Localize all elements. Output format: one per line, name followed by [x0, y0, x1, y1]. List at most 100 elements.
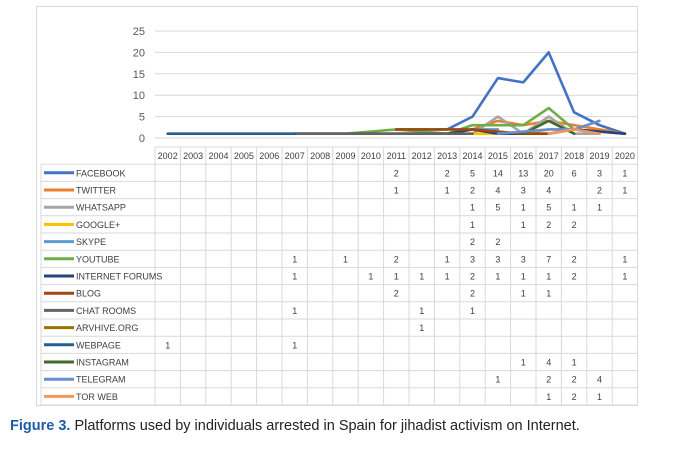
- data-label: 1: [521, 358, 526, 368]
- data-label: 1: [292, 254, 297, 264]
- legend-label: INSTAGRAM: [76, 358, 129, 368]
- data-label: 1: [521, 220, 526, 230]
- data-label: 1: [495, 272, 500, 282]
- data-label: 2: [470, 272, 475, 282]
- data-label: 2: [572, 375, 577, 385]
- x-tick-label: 2018: [564, 151, 584, 161]
- x-tick-label: 2020: [615, 151, 635, 161]
- x-tick-label: 2010: [361, 151, 381, 161]
- data-label: 1: [597, 392, 602, 402]
- data-label: 1: [597, 203, 602, 213]
- x-tick-label: 2004: [208, 151, 228, 161]
- data-label: 2: [470, 186, 475, 196]
- series-line: [394, 128, 551, 136]
- data-label: 1: [445, 254, 450, 264]
- chart-frame: 0 5 10 15 20 25 2002 2003 2004 2005 2006 2007 2008 20…: [36, 6, 638, 406]
- data-label: 1: [445, 186, 450, 196]
- data-label: 7: [546, 254, 551, 264]
- data-label: 1: [546, 392, 551, 402]
- data-label: 2: [470, 289, 475, 299]
- data-label: 5: [546, 203, 551, 213]
- legend-label: INTERNET FORUMS: [76, 272, 162, 282]
- data-label: 1: [343, 254, 348, 264]
- data-label: 4: [495, 186, 500, 196]
- data-label: 1: [470, 220, 475, 230]
- data-label: 3: [521, 186, 526, 196]
- data-label: 1: [622, 168, 627, 178]
- data-label: 1: [546, 289, 551, 299]
- data-label: 1: [292, 306, 297, 316]
- data-label: 4: [597, 375, 602, 385]
- data-label: 1: [622, 254, 627, 264]
- x-tick-label: 2017: [539, 151, 559, 161]
- series-line: [547, 128, 601, 136]
- x-tick-label: 2008: [310, 151, 330, 161]
- x-tick-label: 2009: [335, 151, 355, 161]
- data-label: 4: [546, 358, 551, 368]
- series-line: [293, 106, 627, 136]
- x-tick-label: 2003: [183, 151, 203, 161]
- data-label: 1: [572, 358, 577, 368]
- y-tick-label: 15: [133, 69, 145, 81]
- x-tick-label: 2014: [462, 151, 482, 161]
- x-tick-label: 2002: [158, 151, 178, 161]
- legend-label: FACEBOOK: [76, 168, 126, 178]
- data-label: 1: [165, 340, 170, 350]
- legend-label: GOOGLE+: [76, 220, 120, 230]
- y-tick-label: 0: [139, 133, 145, 145]
- legend-label: SKYPE: [76, 237, 106, 247]
- x-tick-label: 2012: [412, 151, 432, 161]
- data-label: 2: [572, 254, 577, 264]
- data-label: 2: [470, 237, 475, 247]
- legend-label: TELEGRAM: [76, 375, 126, 385]
- data-label: 2: [495, 237, 500, 247]
- data-label: 1: [470, 306, 475, 316]
- legend-label: BLOG: [76, 289, 101, 299]
- data-label: 1: [419, 306, 424, 316]
- data-label: 1: [445, 272, 450, 282]
- series-line: [394, 51, 627, 136]
- x-tick-label: 2015: [488, 151, 508, 161]
- legend-label: CHAT ROOMS: [76, 306, 136, 316]
- data-label: 2: [546, 220, 551, 230]
- data-label: 1: [622, 186, 627, 196]
- data-label: 2: [546, 375, 551, 385]
- figure-caption: Figure 3. Platforms used by individuals …: [10, 418, 580, 434]
- data-label: 2: [572, 272, 577, 282]
- data-label: 3: [470, 254, 475, 264]
- data-label: 2: [445, 168, 450, 178]
- data-label: 13: [518, 168, 528, 178]
- data-label: 2: [394, 289, 399, 299]
- x-tick-label: 2013: [437, 151, 457, 161]
- data-label: 1: [292, 340, 297, 350]
- data-label: 1: [394, 186, 399, 196]
- data-label: 1: [394, 272, 399, 282]
- x-tick-label: 2005: [234, 151, 254, 161]
- data-label: 3: [597, 168, 602, 178]
- y-tick-label: 20: [133, 47, 145, 59]
- data-label: 2: [572, 392, 577, 402]
- legend-label: TOR WEB: [76, 392, 118, 402]
- series-line: [471, 115, 601, 136]
- data-label: 5: [470, 168, 475, 178]
- legend-label: WHATSAPP: [76, 203, 126, 213]
- data-label: 20: [544, 168, 554, 178]
- x-tick-label: 2016: [513, 151, 533, 161]
- data-label: 1: [521, 272, 526, 282]
- data-label: 1: [419, 323, 424, 333]
- legend-label: WEBPAGE: [76, 340, 121, 350]
- data-label: 1: [622, 272, 627, 282]
- data-label: 1: [368, 272, 373, 282]
- y-tick-label: 10: [133, 90, 145, 102]
- data-label: 1: [419, 272, 424, 282]
- x-tick-label: 2006: [259, 151, 279, 161]
- x-tick-label: 2007: [285, 151, 305, 161]
- data-label: 2: [394, 168, 399, 178]
- y-tick-label: 5: [139, 112, 145, 124]
- data-label: 3: [521, 254, 526, 264]
- figure-label: Figure 3.: [10, 418, 71, 434]
- data-label: 14: [493, 168, 503, 178]
- data-label: 3: [495, 254, 500, 264]
- data-label: 5: [495, 203, 500, 213]
